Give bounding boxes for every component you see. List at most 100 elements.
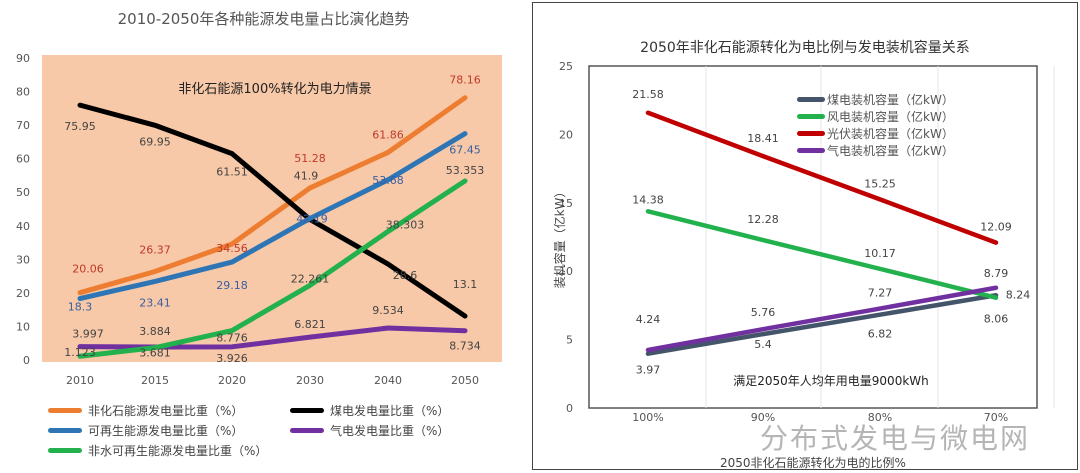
x-tick-label: 2010 — [66, 374, 94, 387]
data-label: 67.45 — [449, 144, 481, 157]
data-label: 10.17 — [864, 247, 896, 260]
series-line — [77, 131, 468, 302]
legend-item-gas: 气电发电量比重（%） — [290, 422, 449, 439]
right-chart-title: 2050年非化石能源转化为电比例与发电装机容量关系 — [640, 40, 970, 56]
data-label: 15.25 — [864, 177, 896, 190]
y-tick-label: 5 — [566, 334, 573, 347]
y-tick-label: 15 — [559, 197, 573, 210]
data-label: 53.68 — [372, 174, 404, 187]
series-line — [645, 285, 999, 353]
data-label: 12.28 — [747, 213, 779, 226]
data-label: 42.19 — [296, 212, 328, 225]
series-line — [645, 293, 999, 356]
legend-label: 煤电发电量比重（%） — [330, 404, 450, 418]
data-label: 51.28 — [294, 152, 326, 165]
chart-annotation: 非化石能源100%转化为电力情景 — [178, 82, 371, 97]
y-tick-label: 10 — [559, 265, 573, 278]
data-label: 3.681 — [139, 347, 171, 360]
data-label: 29.18 — [216, 279, 248, 292]
x-tick-label: 2040 — [374, 374, 402, 387]
data-label: 78.16 — [449, 74, 481, 87]
data-label: 3.997 — [72, 328, 104, 341]
legend-swatch — [48, 428, 82, 433]
y-tick-label: 30 — [16, 253, 30, 266]
chart-annotation: 满足2050年人均年用电量9000kWh — [733, 374, 929, 388]
legend-item-coal: 煤电发电量比重（%） — [290, 402, 449, 419]
series-line — [77, 178, 468, 359]
legend-swatch — [48, 448, 82, 453]
data-label: 4.24 — [636, 313, 661, 326]
right-chart-panel: 2050年非化石能源转化为电比例与发电装机容量关系 0 5 10 15 20 25 100%… — [532, 2, 1078, 470]
legend-label: 煤电装机容量（亿kW） — [827, 93, 954, 107]
data-label: 9.534 — [372, 304, 404, 317]
x-tick-label: 90% — [751, 411, 775, 424]
legend-item-nonfossil: 非化石能源发电量比重（%） — [48, 402, 243, 419]
y-tick-label: 0 — [23, 354, 30, 367]
series-line — [77, 95, 468, 296]
data-label: 6.821 — [294, 318, 326, 331]
data-label: 75.95 — [64, 120, 96, 133]
data-label: 23.41 — [139, 296, 171, 309]
x-tick-label: 70% — [984, 411, 1008, 424]
data-label: 53.353 — [446, 164, 485, 177]
y-tick-label: 20 — [16, 287, 30, 300]
data-label: 61.86 — [372, 128, 404, 141]
data-label: 26.37 — [139, 244, 171, 257]
y-tick-label: 40 — [16, 220, 30, 233]
y-axis-title: 装机容量（亿kW） — [552, 186, 567, 289]
x-tick-label: 2020 — [218, 374, 246, 387]
x-tick-label: 2030 — [296, 374, 324, 387]
data-label: 38.303 — [386, 218, 425, 231]
legend-swatch — [797, 131, 825, 136]
legend-label: 风电装机容量（亿kW） — [827, 110, 954, 124]
data-label: 8.776 — [216, 332, 248, 345]
data-label: 6.82 — [868, 328, 893, 341]
series-line — [645, 209, 999, 300]
plot-background — [42, 55, 502, 362]
data-label: 8.734 — [449, 340, 481, 353]
y-tick-label: 60 — [16, 153, 30, 166]
legend-label: 非化石能源发电量比重（%） — [88, 404, 244, 418]
legend-swatch — [48, 408, 82, 413]
legend-swatch — [290, 408, 324, 413]
legend-item-gas-capacity: 气电装机容量（亿kW） — [797, 142, 954, 159]
legend-item-pv-capacity: 光伏装机容量（亿kW） — [797, 125, 954, 142]
data-label: 41.9 — [294, 169, 319, 182]
x-tick-label: 80% — [868, 411, 892, 424]
data-label: 5.4 — [754, 338, 772, 351]
data-label: 61.51 — [216, 166, 248, 179]
left-chart-panel: 2010-2050年各种能源发电量占比演化趋势 0 10 20 30 40 50 60 70 8… — [0, 0, 527, 473]
legend-label: 气电发电量比重（%） — [330, 424, 450, 438]
data-label: 8.79 — [984, 267, 1009, 280]
legend-swatch — [290, 428, 324, 433]
y-tick-label: 25 — [559, 60, 573, 73]
data-label: 18.41 — [747, 132, 779, 145]
y-tick-label: 0 — [566, 402, 573, 415]
data-label: 13.1 — [453, 278, 478, 291]
x-tick-label: 2050 — [451, 374, 479, 387]
watermark: 分布式发电与微电网 — [760, 422, 1031, 455]
legend-swatch — [797, 114, 825, 119]
legend-label: 非水可再生能源发电量比重（%） — [88, 444, 268, 458]
data-label: 20.06 — [72, 263, 104, 276]
data-label: 22.261 — [291, 272, 330, 285]
data-label: 8.06 — [984, 313, 1009, 326]
data-label: 18.3 — [68, 301, 93, 314]
legend-item-nonhydro: 非水可再生能源发电量比重（%） — [48, 442, 267, 459]
y-tick-label: 70 — [16, 119, 30, 132]
series-line — [645, 110, 999, 245]
data-label: 3.884 — [139, 325, 171, 338]
y-tick-label: 80 — [16, 86, 30, 99]
data-label: 5.76 — [751, 306, 776, 319]
legend-item-renewable: 可再生能源发电量比重（%） — [48, 422, 243, 439]
data-label: 69.95 — [139, 135, 171, 148]
legend-label: 气电装机容量（亿kW） — [827, 144, 954, 158]
data-label: 7.27 — [868, 287, 893, 300]
data-label: 12.09 — [980, 221, 1012, 234]
y-tick-label: 10 — [16, 320, 30, 333]
legend-label: 光伏装机容量（亿kW） — [827, 127, 954, 141]
legend-swatch — [797, 148, 825, 153]
data-label: 21.58 — [632, 88, 664, 101]
right-chart-svg: 0 5 10 15 20 25 100% 90% 80% 70% 2050非化石能源转化为电的比例%… — [552, 60, 1055, 469]
